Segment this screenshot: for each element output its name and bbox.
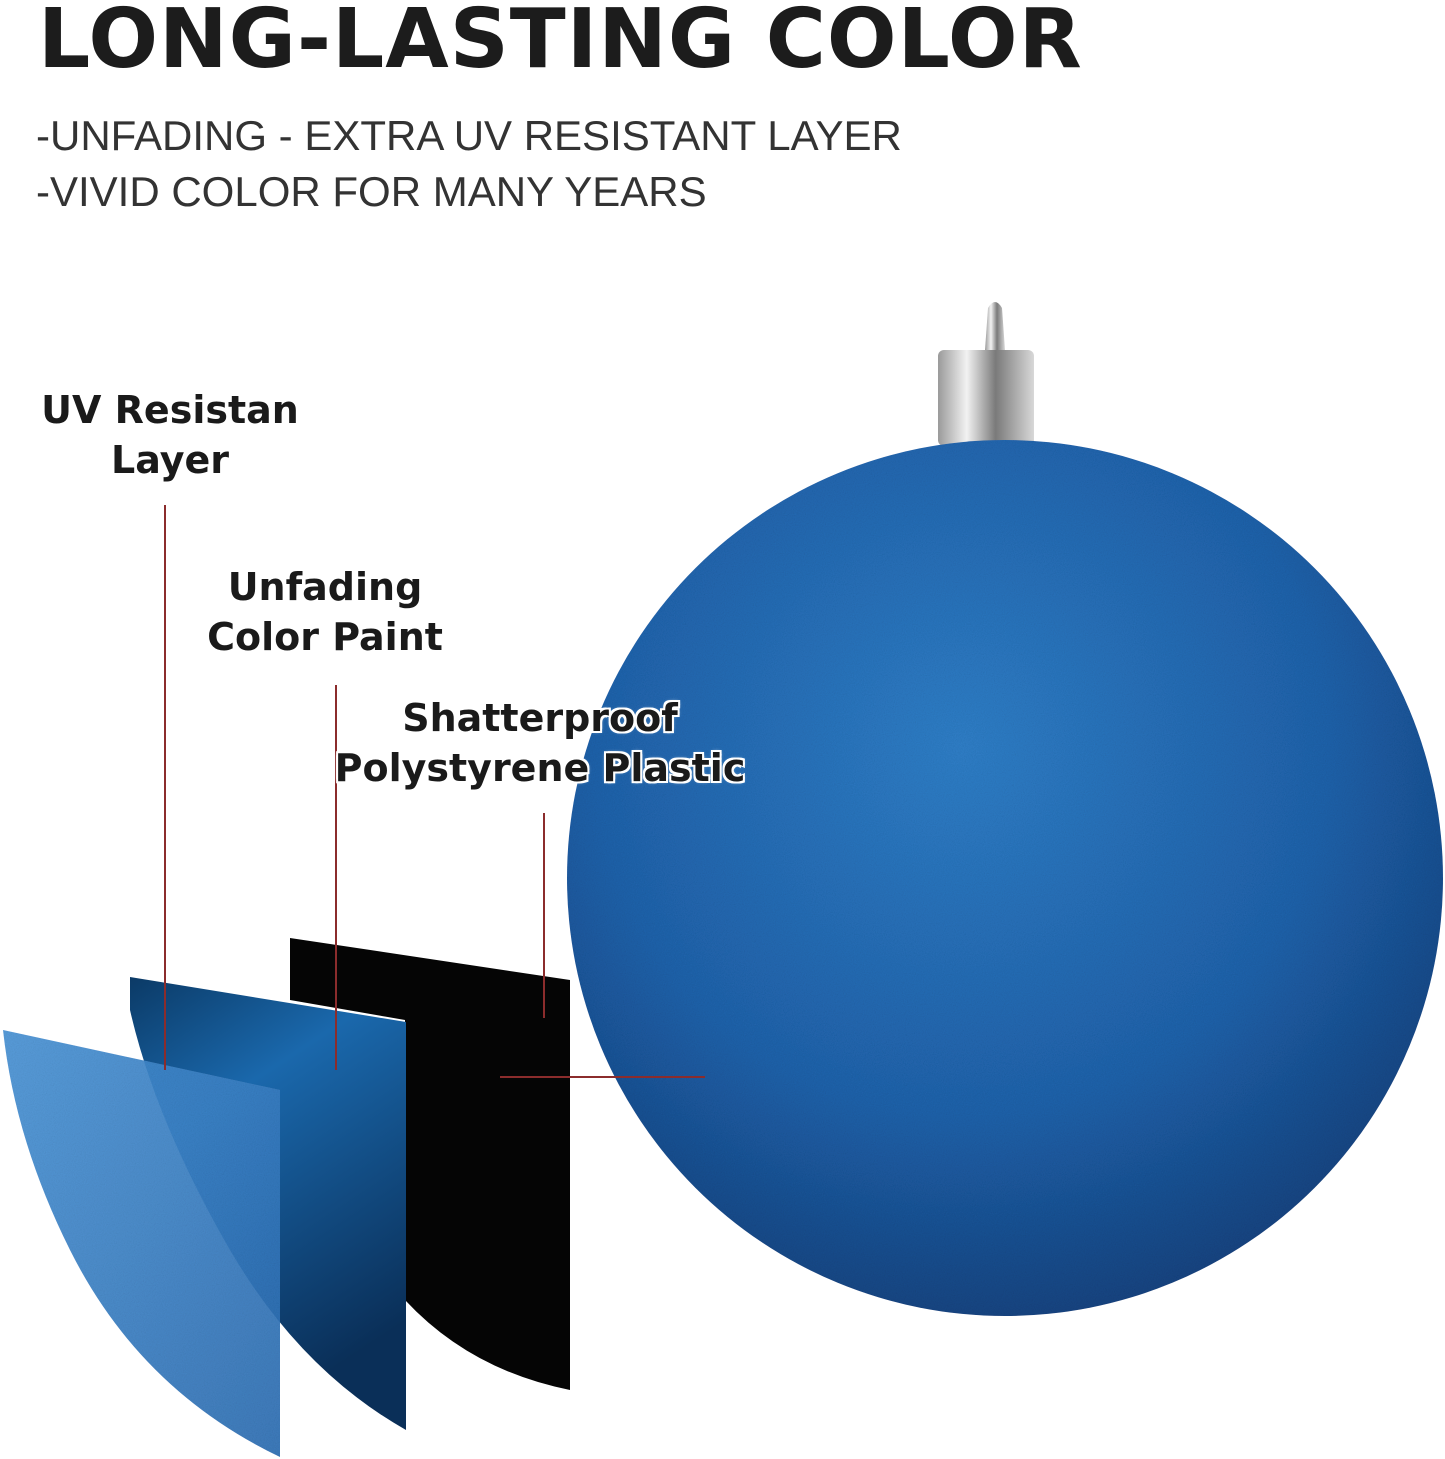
inner-plastic-layer — [290, 938, 570, 1390]
ornament-cap-tip — [985, 302, 1005, 350]
label-uv-line1: UV Resistan — [41, 388, 299, 432]
label-plastic: Shatterproof Polystyrene Plastic — [335, 693, 746, 793]
label-uv-layer: UV Resistan Layer — [41, 385, 299, 485]
label-paint-line2: Color Paint — [207, 615, 443, 659]
ornament-cap — [938, 350, 1034, 446]
uv-glitter-layer — [3, 1030, 280, 1457]
label-plastic-line1: Shatterproof — [402, 696, 678, 740]
label-paint-line1: Unfading — [227, 565, 423, 609]
feature-line-1: -UNFADING - EXTRA UV RESISTANT LAYER — [36, 112, 902, 159]
label-plastic-line2: Polystyrene Plastic — [334, 746, 746, 790]
page-title: LONG-LASTING COLOR — [38, 0, 1083, 87]
feature-line-2: -VIVID COLOR FOR MANY YEARS — [36, 168, 707, 215]
leader-lines — [164, 505, 705, 1078]
label-color-paint: Unfading Color Paint — [207, 562, 443, 662]
label-uv-line2: Layer — [111, 438, 229, 482]
ornament-ball — [567, 302, 1443, 1316]
